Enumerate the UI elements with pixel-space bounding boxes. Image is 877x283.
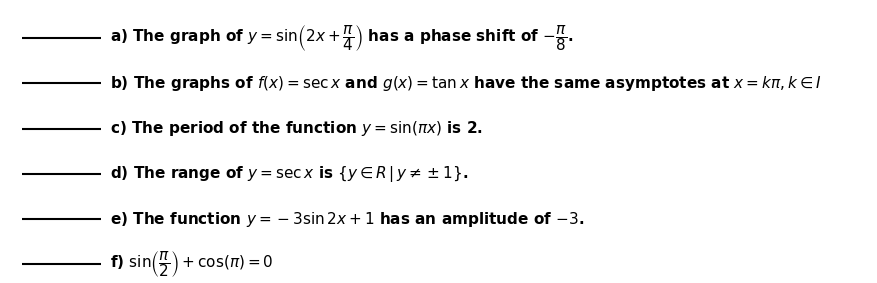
Text: a) The graph of $y = \sin\!\left(2x + \dfrac{\pi}{4}\right)$ has a phase shift o: a) The graph of $y = \sin\!\left(2x + \d… (110, 23, 573, 53)
Text: b) The graphs of $f(x) = \sec x$ and $g(x) = \tan x$ have the same asymptotes at: b) The graphs of $f(x) = \sec x$ and $g(… (110, 74, 820, 93)
Text: f) $\sin\!\left(\dfrac{\pi}{2}\right) + \cos(\pi) = 0$: f) $\sin\!\left(\dfrac{\pi}{2}\right) + … (110, 249, 273, 279)
Text: c) The period of the function $y = \sin(\pi x)$ is 2.: c) The period of the function $y = \sin(… (110, 119, 482, 138)
Text: d) The range of $y = \sec x$ is $\{y \in R\,|\, y \neq \pm 1\}$.: d) The range of $y = \sec x$ is $\{y \in… (110, 164, 467, 184)
Text: e) The function $y = -3\sin 2x + 1$ has an amplitude of $-3$.: e) The function $y = -3\sin 2x + 1$ has … (110, 210, 583, 229)
